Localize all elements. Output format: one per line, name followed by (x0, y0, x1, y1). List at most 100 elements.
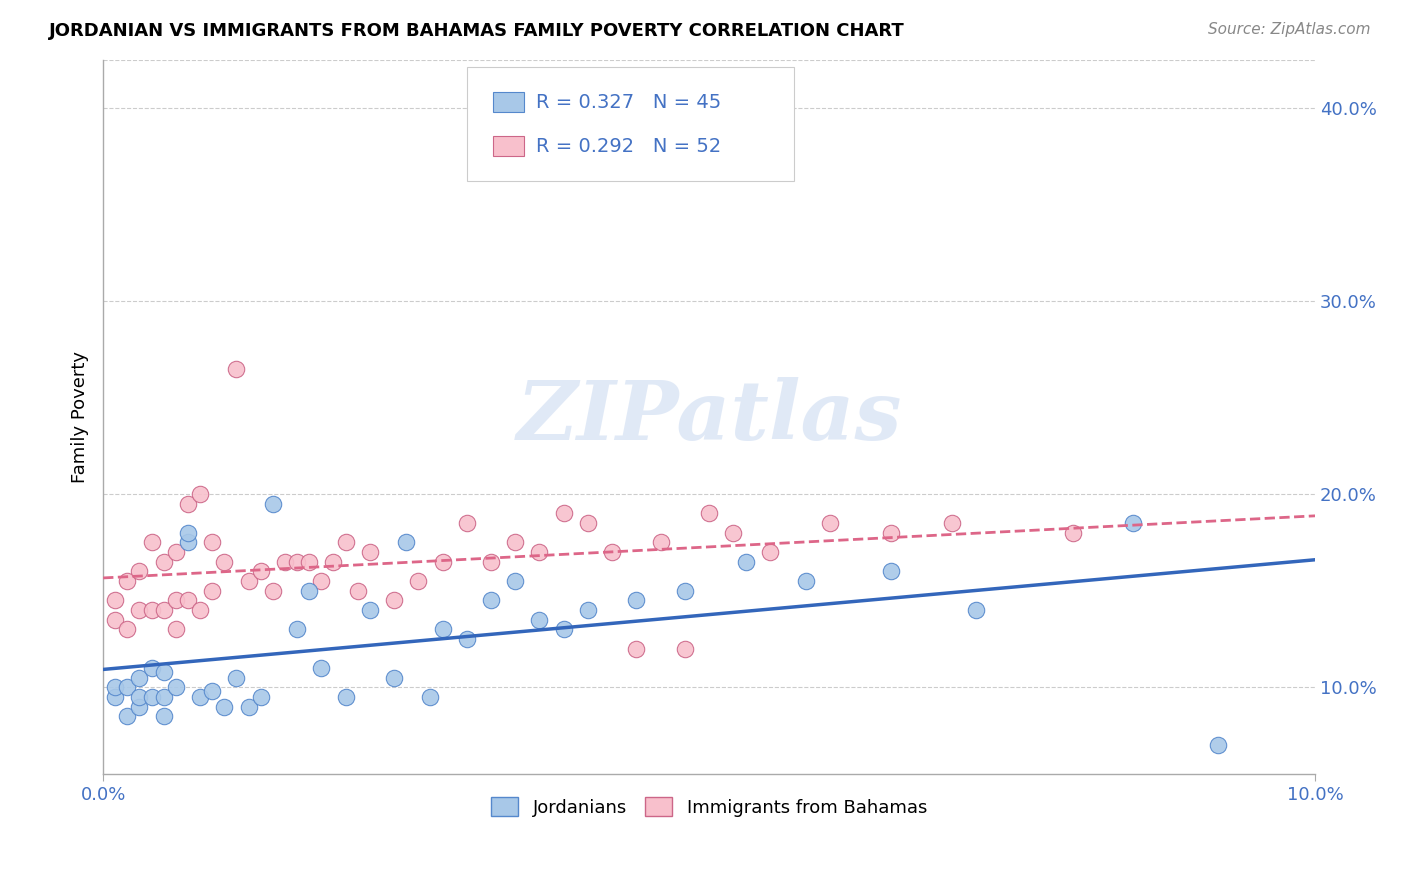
Point (177, 593, 200, 607)
Point (128, 671, 150, 685)
Point (165, 622, 187, 636)
Point (1122, 516, 1144, 530)
Point (188, 487, 211, 501)
Point (432, 622, 454, 636)
Point (128, 565, 150, 579)
Point (214, 699, 236, 714)
Point (188, 603, 211, 617)
Point (395, 535, 418, 549)
Point (880, 565, 903, 579)
Point (225, 671, 247, 685)
Point (238, 699, 260, 714)
Point (104, 613, 127, 627)
Point (650, 535, 672, 549)
Point (880, 525, 903, 540)
Point (262, 497, 284, 511)
Point (152, 690, 174, 704)
Point (177, 497, 200, 511)
Point (128, 603, 150, 617)
Point (553, 507, 575, 521)
Point (322, 555, 344, 569)
Point (141, 535, 163, 549)
Point (479, 555, 502, 569)
Point (820, 516, 842, 530)
Point (165, 680, 187, 694)
Point (141, 603, 163, 617)
Point (152, 555, 174, 569)
Point (104, 690, 127, 704)
Point (673, 583, 696, 598)
Point (201, 535, 224, 549)
Point (104, 680, 127, 694)
Point (298, 555, 321, 569)
Point (177, 525, 200, 540)
Point (128, 699, 150, 714)
Point (529, 613, 551, 627)
Text: ZIPatlas: ZIPatlas (516, 376, 901, 457)
Point (165, 593, 187, 607)
Point (311, 661, 333, 675)
Point (311, 574, 333, 588)
Point (723, 525, 745, 540)
Point (152, 709, 174, 723)
Point (274, 555, 297, 569)
Point (141, 690, 163, 704)
Point (406, 574, 429, 588)
Point (734, 555, 756, 569)
Point (553, 622, 575, 636)
Point (359, 603, 381, 617)
Point (1062, 525, 1084, 540)
Point (117, 680, 139, 694)
Y-axis label: Family Poverty: Family Poverty (72, 351, 89, 483)
Point (104, 593, 127, 607)
Point (456, 632, 478, 646)
Point (432, 555, 454, 569)
Point (346, 583, 368, 598)
Point (298, 583, 321, 598)
Point (382, 671, 405, 685)
Point (249, 690, 271, 704)
Point (188, 690, 211, 704)
Point (152, 603, 174, 617)
Point (673, 641, 696, 656)
Point (456, 516, 478, 530)
Point (359, 545, 381, 559)
Point (626, 593, 648, 607)
Point (335, 690, 357, 704)
Point (201, 583, 224, 598)
Point (600, 545, 623, 559)
Point (117, 622, 139, 636)
Point (238, 574, 260, 588)
Point (419, 690, 441, 704)
Text: R = 0.292   N = 52: R = 0.292 N = 52 (536, 136, 721, 155)
Point (965, 603, 987, 617)
Text: R = 0.327   N = 45: R = 0.327 N = 45 (536, 93, 721, 112)
Point (285, 555, 308, 569)
Point (576, 516, 599, 530)
Point (382, 593, 405, 607)
Point (335, 535, 357, 549)
Point (141, 661, 163, 675)
Point (529, 545, 551, 559)
Point (225, 361, 247, 376)
Point (262, 583, 284, 598)
Point (177, 535, 200, 549)
Point (249, 565, 271, 579)
Point (214, 555, 236, 569)
Text: Source: ZipAtlas.com: Source: ZipAtlas.com (1208, 22, 1371, 37)
Point (117, 709, 139, 723)
Legend: Jordanians, Immigrants from Bahamas: Jordanians, Immigrants from Bahamas (482, 789, 936, 826)
Point (758, 545, 780, 559)
Text: JORDANIAN VS IMMIGRANTS FROM BAHAMAS FAMILY POVERTY CORRELATION CHART: JORDANIAN VS IMMIGRANTS FROM BAHAMAS FAM… (49, 22, 905, 40)
Point (503, 535, 526, 549)
Point (152, 665, 174, 679)
Point (626, 641, 648, 656)
Point (117, 574, 139, 588)
Point (503, 574, 526, 588)
Point (128, 690, 150, 704)
Point (794, 574, 817, 588)
FancyBboxPatch shape (494, 92, 523, 112)
Point (941, 516, 963, 530)
Point (201, 684, 224, 698)
Point (165, 545, 187, 559)
